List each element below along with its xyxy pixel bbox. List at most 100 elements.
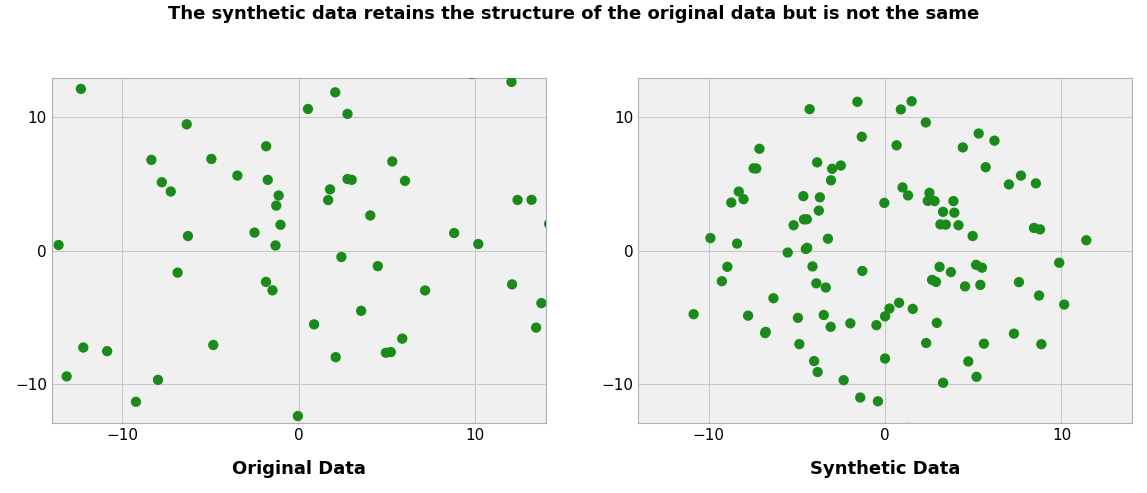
Point — [1031, 225, 1050, 233]
Point — [819, 235, 837, 243]
Point — [795, 215, 813, 223]
Point — [903, 97, 921, 105]
Point — [841, 319, 859, 327]
Point — [728, 240, 747, 247]
Point — [835, 376, 853, 384]
Point — [540, 220, 559, 228]
Point — [298, 105, 317, 113]
Point — [890, 299, 908, 307]
Point — [149, 376, 167, 384]
Point — [724, 110, 742, 118]
Point — [967, 373, 985, 381]
Point — [734, 195, 752, 203]
Point — [810, 207, 828, 214]
Point — [245, 229, 264, 237]
Point — [153, 178, 171, 186]
Point — [333, 253, 351, 261]
Point — [920, 189, 938, 197]
Point — [899, 424, 918, 432]
Point — [797, 245, 816, 253]
Point — [975, 340, 993, 348]
Point — [57, 373, 76, 381]
Point — [950, 221, 968, 229]
Point — [204, 341, 223, 349]
Point — [942, 268, 960, 276]
Point — [532, 299, 551, 307]
Point — [228, 172, 247, 179]
Point — [264, 286, 282, 294]
Point — [967, 261, 985, 269]
Point — [508, 196, 526, 204]
Point — [882, 439, 900, 447]
Point — [585, 339, 603, 347]
Point — [809, 368, 827, 376]
Point — [712, 277, 731, 285]
Point — [888, 141, 906, 149]
Point — [824, 165, 842, 173]
Point — [768, 462, 787, 470]
Point — [930, 263, 949, 271]
Point — [973, 264, 991, 272]
Point — [321, 185, 340, 193]
Point — [570, 312, 588, 320]
Point — [803, 262, 821, 270]
Point — [372, 454, 390, 461]
Point — [876, 313, 895, 320]
Point — [0, 256, 11, 264]
Point — [739, 312, 757, 319]
Point — [179, 232, 197, 240]
Point — [867, 321, 885, 329]
Point — [718, 263, 736, 271]
Point — [49, 241, 68, 249]
Point — [413, 491, 431, 493]
Point — [382, 348, 400, 356]
Point — [8, 105, 26, 113]
Point — [393, 335, 412, 343]
Point — [969, 130, 988, 138]
Point — [764, 294, 782, 302]
Point — [685, 310, 703, 318]
Point — [785, 221, 803, 229]
Point — [797, 215, 816, 223]
Point — [75, 344, 93, 352]
Point — [848, 98, 866, 106]
Point — [756, 329, 774, 337]
Point — [868, 397, 887, 405]
Point — [1024, 224, 1043, 232]
X-axis label: Original Data: Original Data — [232, 460, 366, 478]
Point — [650, 406, 669, 414]
Point — [326, 88, 344, 96]
Point — [373, 43, 391, 51]
Point — [851, 393, 869, 401]
Point — [853, 267, 872, 275]
Point — [588, 251, 607, 259]
Point — [880, 305, 898, 313]
Point — [173, 426, 192, 434]
Point — [502, 281, 521, 288]
Point — [202, 27, 220, 35]
Point — [701, 234, 719, 242]
Point — [323, 50, 342, 58]
Point — [142, 156, 161, 164]
Point — [1027, 179, 1045, 187]
Point — [757, 328, 775, 336]
Point — [811, 193, 829, 201]
Point — [926, 197, 944, 205]
Point — [231, 59, 249, 67]
Point — [931, 220, 950, 228]
Point — [798, 244, 817, 252]
Point — [817, 283, 835, 291]
Point — [522, 196, 540, 204]
Point — [202, 155, 220, 163]
Point — [629, 62, 647, 70]
Point — [945, 209, 963, 216]
Point — [258, 176, 276, 184]
Point — [1032, 340, 1051, 348]
Point — [959, 357, 977, 365]
Point — [361, 211, 380, 219]
Point — [1030, 291, 1048, 299]
Point — [723, 199, 741, 207]
Point — [388, 50, 406, 58]
Point — [729, 188, 748, 196]
Point — [687, 361, 705, 369]
